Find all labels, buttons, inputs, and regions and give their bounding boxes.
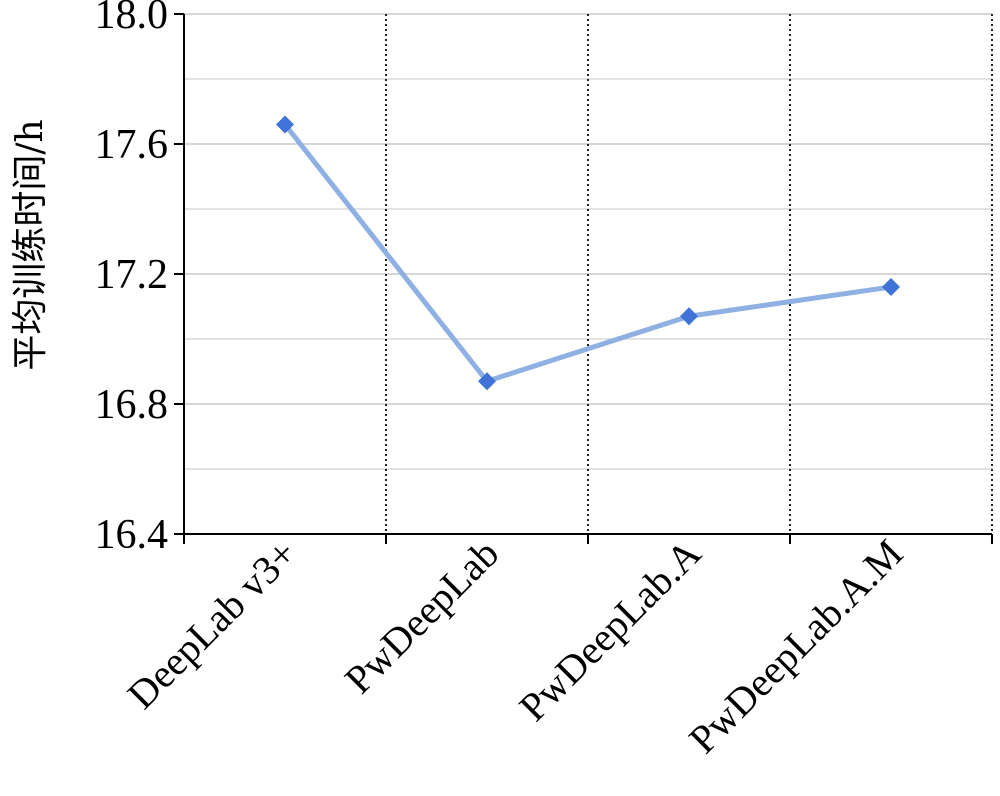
x-category-label-0: DeepLab v3+ — [119, 531, 306, 718]
series-line-0 — [283, 122, 892, 384]
y-tick-label-1: 16.8 — [95, 382, 169, 428]
data-point-2 — [680, 307, 698, 326]
axis-layer — [174, 13, 993, 544]
grid-layer — [184, 13, 993, 534]
data-point-1 — [478, 372, 496, 391]
series-layer — [276, 115, 900, 391]
data-point-0 — [276, 115, 294, 134]
x-category-label-2: PwDeepLab.A — [510, 530, 709, 729]
data-point-3 — [882, 278, 900, 296]
y-axis-label: 平均训练时间/h — [10, 119, 51, 370]
x-category-label-3: PwDeepLab.A.M — [680, 531, 911, 762]
x-category-label-1: PwDeepLab — [336, 531, 508, 703]
y-tick-label-3: 17.6 — [95, 122, 169, 168]
y-tick-label-2: 17.2 — [95, 252, 169, 298]
y-tick-label-0: 16.4 — [95, 512, 169, 558]
y-tick-label-4: 18.0 — [95, 0, 169, 38]
